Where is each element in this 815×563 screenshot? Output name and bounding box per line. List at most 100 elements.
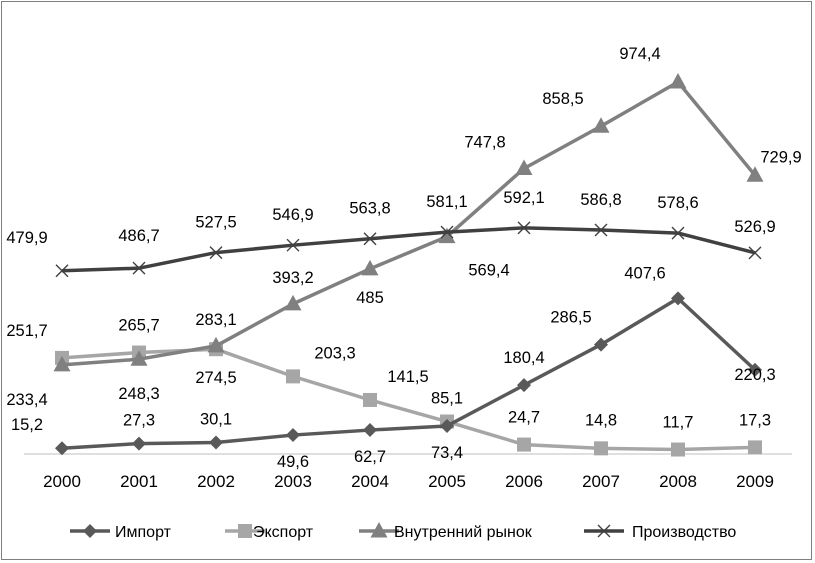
data-point — [517, 378, 531, 393]
x-tick-label: 2002 — [197, 472, 235, 491]
legend-item: Импорт — [70, 524, 172, 541]
data-point — [286, 428, 300, 443]
series-line — [61, 347, 756, 452]
data-point — [132, 436, 146, 451]
data-label: 974,4 — [619, 45, 660, 63]
data-label: 251,7 — [6, 322, 47, 340]
data-point — [130, 350, 148, 366]
data-point — [671, 226, 685, 240]
x-tick-label: 2006 — [505, 472, 543, 491]
data-label: 526,9 — [734, 218, 775, 236]
data-label: 393,2 — [272, 269, 313, 287]
series-2 — [55, 342, 762, 457]
data-label: 586,8 — [580, 191, 621, 209]
data-label: 85,1 — [431, 390, 463, 408]
series-line — [61, 226, 756, 273]
data-point — [748, 362, 762, 377]
data-label: 592,1 — [503, 189, 544, 207]
x-tick-label: 2005 — [428, 472, 466, 491]
data-label: 233,4 — [6, 391, 47, 409]
legend-marker — [83, 524, 97, 538]
data-point — [286, 238, 300, 252]
data-label: 180,4 — [503, 349, 544, 367]
data-point — [592, 117, 610, 133]
data-point — [55, 441, 69, 456]
data-label: 479,9 — [6, 229, 47, 247]
data-label: 24,7 — [508, 409, 540, 427]
x-tick-label: 2000 — [43, 472, 81, 491]
data-point — [515, 159, 533, 175]
data-label: 62,7 — [354, 448, 386, 466]
data-label: 248,3 — [118, 385, 159, 403]
data-point — [671, 442, 685, 457]
series-3 — [53, 72, 764, 372]
data-label: 581,1 — [426, 193, 467, 211]
data-label: 49,6 — [277, 453, 309, 471]
data-point — [594, 337, 608, 352]
legend-label: Производство — [632, 524, 736, 541]
data-label: 203,3 — [314, 344, 355, 362]
data-label: 527,5 — [195, 214, 236, 232]
data-point — [55, 264, 69, 278]
data-point — [363, 392, 377, 407]
legend-label: Экспорт — [253, 524, 314, 541]
legend-marker — [238, 524, 252, 538]
data-label: 563,8 — [349, 200, 390, 218]
data-point — [207, 336, 225, 353]
data-point — [746, 166, 764, 182]
data-label: 14,8 — [585, 411, 617, 429]
x-tick-label: 2008 — [659, 472, 697, 491]
data-point — [438, 227, 456, 244]
legend-marker — [370, 522, 388, 538]
data-point — [594, 223, 608, 237]
data-point — [286, 369, 300, 384]
data-label: 265,7 — [118, 317, 159, 335]
data-label: 407,6 — [624, 264, 665, 282]
data-point — [209, 246, 223, 260]
data-point — [669, 72, 687, 89]
data-label: 220,3 — [734, 366, 775, 384]
data-point — [671, 291, 685, 306]
legend-marker — [597, 524, 611, 538]
data-point — [363, 232, 377, 246]
data-point — [53, 355, 71, 372]
data-point — [517, 221, 531, 235]
data-label: 283,1 — [195, 311, 236, 329]
data-point — [748, 246, 762, 260]
data-point — [594, 441, 608, 456]
data-label: 747,8 — [464, 133, 505, 151]
data-point — [363, 423, 377, 438]
series-line — [61, 80, 757, 367]
x-tick-label: 2009 — [736, 472, 774, 491]
data-point — [284, 294, 302, 311]
data-point — [748, 440, 762, 455]
legend-label: Импорт — [115, 524, 172, 541]
legend-item: Внутренний рынок — [359, 522, 533, 541]
data-label: 578,6 — [657, 194, 698, 212]
data-point — [440, 418, 454, 433]
data-label: 729,9 — [760, 148, 801, 166]
data-label: 546,9 — [272, 206, 313, 224]
data-label: 858,5 — [542, 90, 583, 108]
data-label: 486,7 — [118, 227, 159, 245]
data-label: 274,5 — [195, 369, 236, 387]
x-tick-label: 2001 — [120, 472, 158, 491]
data-label: 73,4 — [431, 444, 463, 462]
legend-item: Экспорт — [225, 524, 314, 541]
x-tick-label: 2003 — [274, 472, 312, 491]
x-tick-label: 2004 — [351, 472, 389, 491]
series-line — [61, 296, 757, 450]
data-label: 17,3 — [739, 411, 771, 429]
data-label: 485 — [356, 289, 384, 307]
data-point — [440, 225, 454, 239]
legend-item: Производство — [584, 524, 736, 541]
data-label: 27,3 — [123, 412, 155, 430]
data-point — [132, 261, 146, 275]
data-point — [209, 435, 223, 450]
data-point — [361, 259, 379, 276]
legend-label: Внутренний рынок — [394, 524, 533, 541]
data-label: 141,5 — [387, 368, 428, 386]
x-tick-label: 2007 — [582, 472, 620, 491]
